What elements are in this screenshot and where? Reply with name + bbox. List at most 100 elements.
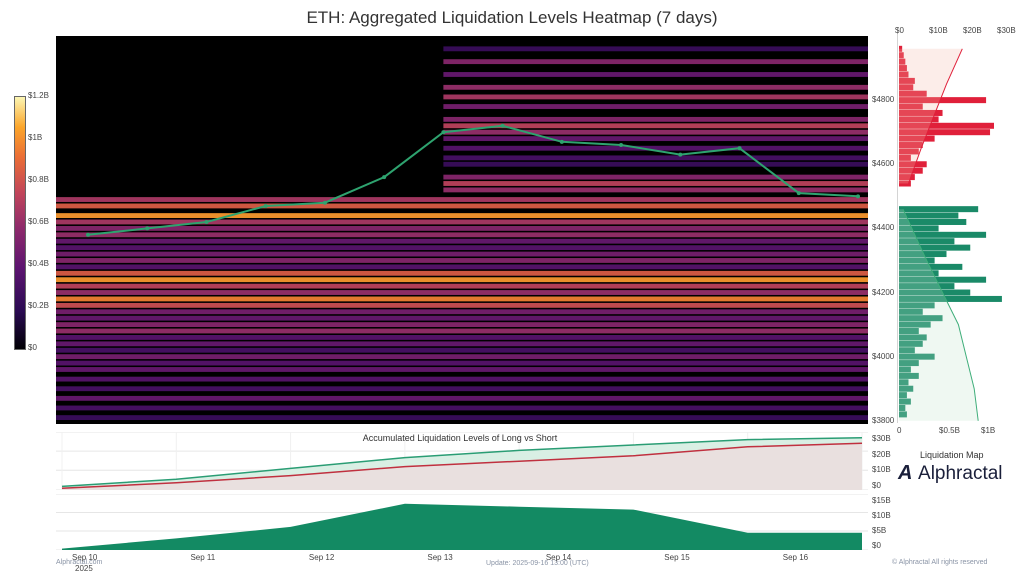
long-liquidation-bar [899, 295, 1002, 302]
heatmap-band [56, 395, 868, 401]
eth-price-point [263, 203, 268, 208]
heatmap-band [443, 181, 868, 186]
long-liquidation-bar [899, 212, 959, 219]
accumulated-tick: $10B [872, 465, 891, 474]
difference-area [62, 503, 862, 550]
heatmap-band [56, 328, 868, 334]
heatmap-band [443, 136, 868, 142]
heatmap-band [56, 225, 868, 231]
side-top-tick: $0 [895, 26, 904, 35]
heatmap-band [56, 232, 868, 238]
chart-title: ETH: Aggregated Liquidation Levels Heatm… [306, 8, 718, 27]
side-bottom-tick: 0 [897, 426, 902, 435]
eth-price-point [204, 219, 209, 224]
x-tick: Sep 16 [782, 553, 809, 562]
long-liquidation-bar [899, 340, 923, 347]
heatmap-band [443, 116, 868, 122]
long-accumulated-line [61, 442, 863, 489]
brand-logo[interactable]: A Alphractal [898, 462, 1003, 485]
short-liquidation-bar [899, 97, 987, 104]
long-liquidation-bar [899, 360, 919, 367]
short-liquidation-bar [899, 65, 907, 72]
long-liquidation-bar [899, 404, 906, 411]
eth-price-point [382, 175, 387, 180]
short-liquidation-bar [899, 180, 911, 187]
difference-panel [56, 493, 868, 551]
accumulated-tick: $0 [872, 480, 881, 490]
long-accumulated-area [62, 443, 862, 490]
long-liquidation-bar [899, 398, 911, 405]
heatmap-band [443, 187, 868, 193]
short-liquidation-bar [899, 142, 923, 149]
long-liquidation-bar [899, 238, 955, 245]
x-year: 2025 [75, 564, 93, 573]
heatmap-band [56, 296, 868, 302]
short-liquidation-bar [899, 122, 994, 129]
short-liquidation-bar [899, 103, 923, 110]
brand-mark-icon: A [898, 462, 913, 484]
heatmap-band [56, 270, 868, 276]
heatmap-band [56, 251, 868, 257]
short-liquidation-bar [899, 84, 914, 91]
long-liquidation-bar [899, 385, 914, 392]
liquidation-map-panel [896, 33, 1007, 423]
x-tick: Sep 10 [72, 553, 98, 562]
heatmap-band [56, 360, 868, 366]
colorbar-tick: $0.6B [28, 217, 49, 226]
short-cumulative-area [899, 48, 963, 184]
accumulated-svg [56, 431, 868, 491]
short-cumulative-line [908, 48, 963, 184]
short-accumulated-line [61, 437, 863, 488]
eth-price-point [678, 152, 683, 157]
eth-price-point [86, 232, 90, 237]
eth-price-line [87, 124, 859, 236]
long-liquidation-bar [899, 308, 923, 315]
heatmap-band [56, 283, 868, 289]
long-liquidation-bar [899, 257, 935, 264]
heatmap-band [56, 405, 868, 411]
side-top-tick: $10B [929, 26, 948, 35]
long-liquidation-bar [899, 263, 963, 270]
heatmap-band [56, 347, 868, 353]
short-liquidation-bar [899, 45, 903, 52]
heatmap-band [56, 290, 868, 295]
long-liquidation-bar [899, 321, 931, 328]
long-cumulative-line [902, 208, 979, 421]
x-tick: Sep 14 [545, 553, 572, 562]
liquidation-map-svg [896, 33, 1002, 423]
heatmap-band [443, 94, 868, 100]
price-tick: $3800 [872, 415, 895, 425]
colorbar-tick: $1.2B [28, 91, 49, 100]
heatmap-band [56, 367, 868, 372]
heatmap-band [56, 245, 868, 251]
side-top-tick: $30B [997, 26, 1016, 35]
long-liquidation-bar [899, 283, 955, 290]
long-liquidation-bar [899, 366, 911, 373]
heatmap-band [56, 334, 868, 340]
colorbar [14, 96, 26, 350]
short-liquidation-bar [899, 174, 915, 181]
price-tick: $4200 [872, 287, 895, 297]
heatmap-band [56, 213, 868, 218]
long-liquidation-bar [899, 251, 947, 258]
heatmap-band [56, 322, 868, 328]
heatmap-band [443, 84, 868, 90]
long-liquidation-bar [899, 289, 971, 296]
side-top-tick: $20B [963, 26, 982, 35]
long-liquidation-bar [899, 302, 935, 309]
copyright: © Alphractal All rights reserved [892, 559, 988, 566]
brand-name: Alphractal [918, 463, 1003, 484]
eth-price-point [559, 139, 564, 144]
heatmap-band [443, 46, 868, 52]
short-liquidation-bar [899, 148, 919, 155]
short-liquidation-bar [899, 90, 927, 97]
heatmap-band [56, 309, 868, 315]
liquidation-map-label: Liquidation Map [920, 450, 984, 460]
heatmap-panel[interactable] [56, 36, 868, 424]
update-time: Update: 2025-09-16 13:00 (UTC) [486, 560, 589, 567]
long-liquidation-bar [899, 379, 909, 386]
heatmap-band [56, 277, 868, 283]
x-tick: Sep 13 [427, 553, 453, 562]
long-liquidation-bar [899, 411, 907, 418]
short-liquidation-bar [899, 167, 923, 174]
